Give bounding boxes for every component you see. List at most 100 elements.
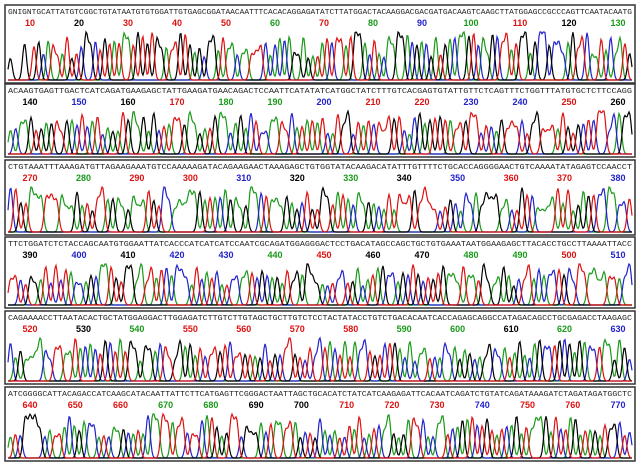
base-trace bbox=[7, 336, 633, 382]
position-number: 680 bbox=[203, 400, 218, 410]
position-number: 140 bbox=[22, 97, 37, 107]
base-trace bbox=[7, 30, 633, 81]
position-number: 50 bbox=[221, 18, 231, 28]
position-number: 490 bbox=[512, 250, 527, 260]
position-number: 690 bbox=[249, 400, 264, 410]
panel-frame bbox=[4, 310, 636, 385]
position-number: 720 bbox=[384, 400, 399, 410]
position-number: 420 bbox=[169, 250, 184, 260]
position-number: 750 bbox=[520, 400, 535, 410]
position-number: 580 bbox=[343, 324, 358, 334]
position-number: 460 bbox=[365, 250, 380, 260]
position-number: 370 bbox=[557, 173, 572, 183]
position-number: 240 bbox=[512, 97, 527, 107]
base-trace bbox=[7, 263, 632, 306]
trace-panel: CAGAAAACCTTAATACACTGCTATGGAGGACTTGGAGATC… bbox=[4, 310, 636, 385]
position-number: 520 bbox=[22, 324, 37, 334]
position-number: 450 bbox=[316, 250, 331, 260]
trace-panel: TTCTGGATCTCTACCAGCAATGTGGAATTATCACCCATCA… bbox=[4, 236, 636, 309]
position-number: 250 bbox=[561, 97, 576, 107]
position-number: 440 bbox=[267, 250, 282, 260]
base-trace bbox=[7, 185, 633, 233]
position-number: 220 bbox=[414, 97, 429, 107]
position-number: 380 bbox=[610, 173, 625, 183]
position-number: 540 bbox=[129, 324, 144, 334]
base-trace bbox=[7, 412, 633, 459]
position-number: 120 bbox=[561, 18, 576, 28]
position-number: 100 bbox=[463, 18, 478, 28]
base-sequence: CAGAAAACCTTAATACACTGCTATGGAGGACTTGGAGATC… bbox=[8, 315, 632, 323]
position-number: 700 bbox=[294, 400, 309, 410]
position-number: 40 bbox=[172, 18, 182, 28]
trace-panel: CTGTAAATTTAAAGATGTTAGAAGAAATGTCCAAAAAGAT… bbox=[4, 159, 636, 236]
position-number: 590 bbox=[397, 324, 412, 334]
position-number: 190 bbox=[267, 97, 282, 107]
position-number: 410 bbox=[120, 250, 135, 260]
position-number: 330 bbox=[343, 173, 358, 183]
base-trace bbox=[8, 337, 632, 382]
position-number: 300 bbox=[183, 173, 198, 183]
base-sequence: CTGTAAATTTAAAGATGTTAGAAGAAATGTCCAAAAAGAT… bbox=[8, 164, 632, 172]
position-number: 660 bbox=[113, 400, 128, 410]
position-number: 160 bbox=[120, 97, 135, 107]
position-number: 360 bbox=[504, 173, 519, 183]
position-number: 500 bbox=[561, 250, 576, 260]
position-number: 10 bbox=[25, 18, 35, 28]
position-number: 170 bbox=[169, 97, 184, 107]
base-sequence: ACAAGTGAGTTGACTCATCAGATGAAGAGCTATTGAAGAT… bbox=[8, 88, 632, 96]
position-number: 670 bbox=[158, 400, 173, 410]
position-number: 620 bbox=[557, 324, 572, 334]
trace-panel: ACAAGTGAGTTGACTCATCAGATGAAGAGCTATTGAAGAT… bbox=[4, 83, 636, 158]
position-number: 550 bbox=[183, 324, 198, 334]
position-number: 230 bbox=[463, 97, 478, 107]
position-number: 760 bbox=[565, 400, 580, 410]
position-number: 730 bbox=[430, 400, 445, 410]
position-number: 560 bbox=[236, 324, 251, 334]
base-trace bbox=[8, 110, 632, 155]
position-number: 320 bbox=[290, 173, 305, 183]
position-number: 600 bbox=[450, 324, 465, 334]
position-number: 210 bbox=[365, 97, 380, 107]
position-number: 480 bbox=[463, 250, 478, 260]
base-trace bbox=[8, 185, 632, 233]
position-number: 280 bbox=[76, 173, 91, 183]
position-number: 400 bbox=[71, 250, 86, 260]
position-number: 610 bbox=[504, 324, 519, 334]
position-number: 510 bbox=[610, 250, 625, 260]
position-number: 770 bbox=[610, 400, 625, 410]
position-number: 340 bbox=[397, 173, 412, 183]
position-number: 30 bbox=[123, 18, 133, 28]
base-trace bbox=[8, 32, 633, 81]
position-number: 260 bbox=[610, 97, 625, 107]
base-trace bbox=[8, 109, 633, 155]
position-number: 350 bbox=[450, 173, 465, 183]
position-number: 150 bbox=[71, 97, 86, 107]
base-trace bbox=[8, 262, 632, 306]
position-number: 60 bbox=[270, 18, 280, 28]
base-sequence: TTCTGGATCTCTACCAGCAATGTGGAATTATCACCCATCA… bbox=[8, 241, 632, 249]
position-number: 470 bbox=[414, 250, 429, 260]
position-number: 20 bbox=[74, 18, 84, 28]
position-number: 270 bbox=[22, 173, 37, 183]
position-number: 570 bbox=[290, 324, 305, 334]
position-number: 290 bbox=[129, 173, 144, 183]
position-number: 110 bbox=[513, 18, 528, 28]
position-number: 530 bbox=[76, 324, 91, 334]
position-number: 740 bbox=[475, 400, 490, 410]
position-number: 310 bbox=[236, 173, 251, 183]
position-number: 80 bbox=[368, 18, 378, 28]
position-number: 130 bbox=[610, 18, 625, 28]
position-number: 430 bbox=[218, 250, 233, 260]
base-sequence: ATCGGGGCATTACAGACCATCAAGCATACAATTATTCTTC… bbox=[8, 391, 632, 399]
position-number: 90 bbox=[417, 18, 427, 28]
position-number: 710 bbox=[339, 400, 354, 410]
position-number: 200 bbox=[316, 97, 331, 107]
position-number: 180 bbox=[218, 97, 233, 107]
trace-panel: GNIGNTGCATTATGTCGGCTGTATAATGTGTGGATTGTGA… bbox=[4, 4, 636, 84]
trace-panel: ATCGGGGCATTACAGACCATCAAGCATACAATTATTCTTC… bbox=[4, 386, 636, 462]
position-number: 650 bbox=[68, 400, 83, 410]
position-number: 390 bbox=[22, 250, 37, 260]
position-number: 70 bbox=[319, 18, 329, 28]
